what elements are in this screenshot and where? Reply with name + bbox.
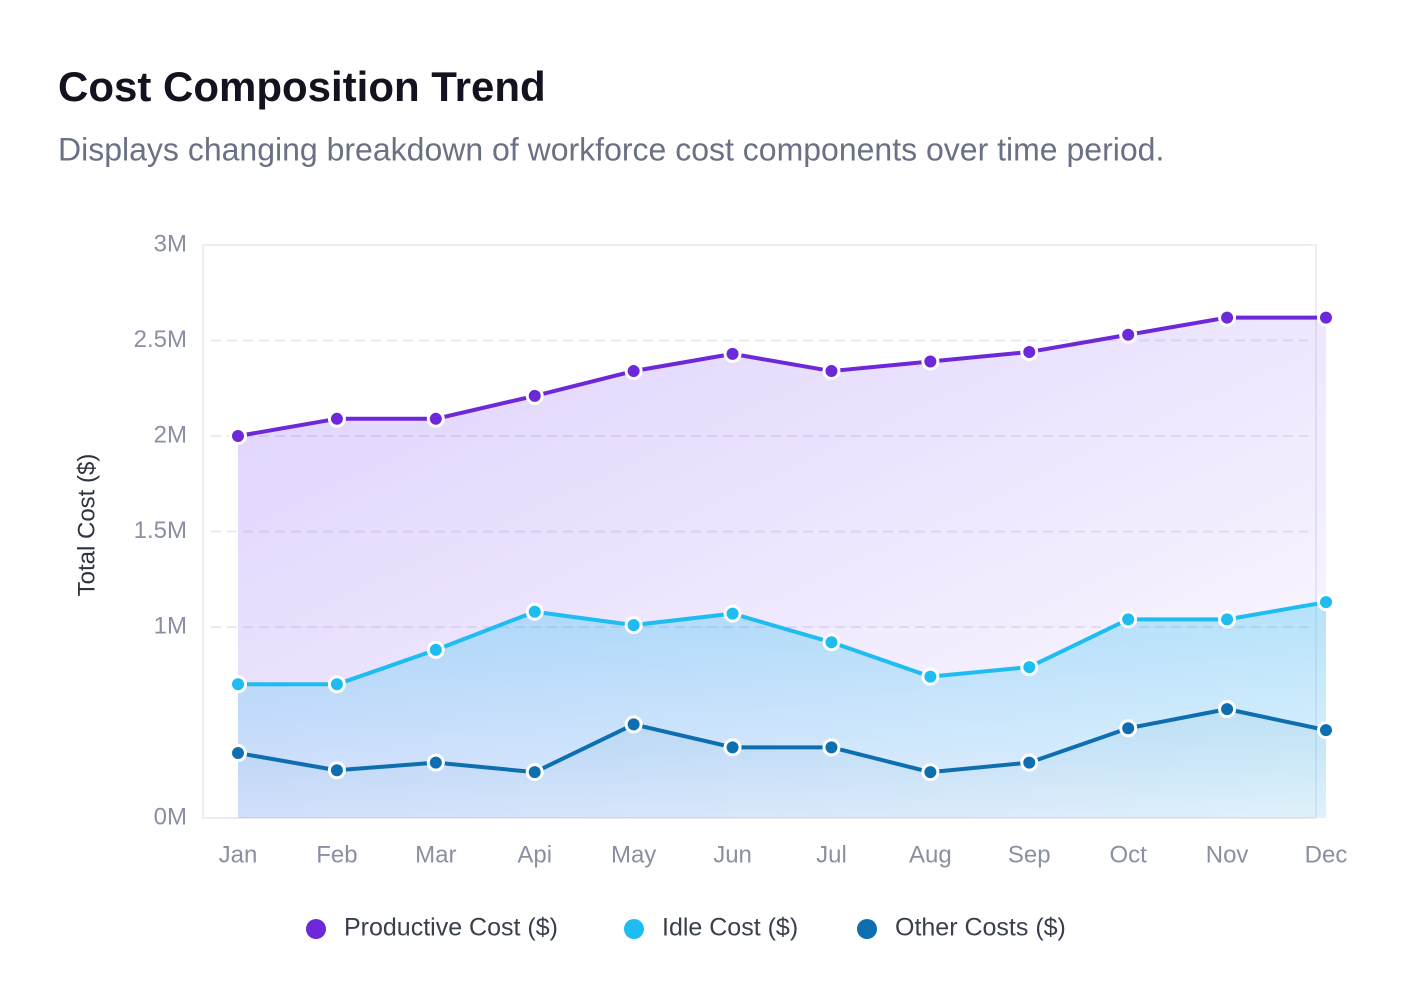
- legend-swatch: [857, 919, 877, 939]
- x-tick-label: Api: [517, 841, 552, 868]
- legend-swatch: [624, 919, 644, 939]
- legend-swatch: [306, 919, 326, 939]
- data-point: [525, 763, 544, 782]
- data-point: [822, 362, 841, 381]
- data-point: [1218, 700, 1237, 719]
- x-tick-label: Dec: [1305, 841, 1348, 868]
- data-point: [327, 409, 346, 428]
- data-point: [822, 633, 841, 652]
- data-point: [426, 753, 445, 772]
- data-point: [1119, 719, 1138, 738]
- y-tick-label: 2M: [154, 421, 187, 448]
- data-point: [229, 744, 247, 763]
- data-point: [327, 761, 346, 780]
- x-tick-label: Nov: [1206, 841, 1249, 868]
- data-point: [1020, 342, 1039, 361]
- data-point: [723, 738, 742, 757]
- data-point: [624, 616, 643, 635]
- data-point: [229, 675, 247, 694]
- data-point: [921, 667, 940, 686]
- x-tick-label: Jun: [713, 841, 752, 868]
- legend-label: Other Costs ($): [895, 914, 1066, 942]
- data-point: [1119, 610, 1138, 629]
- data-point: [525, 602, 544, 621]
- chart-subtitle: Displays changing breakdown of workforce…: [58, 131, 1164, 167]
- y-tick-label: 1M: [154, 612, 187, 639]
- data-point: [822, 738, 841, 757]
- data-point: [229, 427, 247, 445]
- data-point: [1317, 593, 1335, 612]
- x-tick-label: Oct: [1110, 841, 1148, 868]
- data-point: [1218, 308, 1237, 327]
- x-tick-label: Sep: [1008, 841, 1051, 868]
- data-point: [327, 675, 346, 694]
- chart-title: Cost Composition Trend: [58, 63, 546, 110]
- data-point: [525, 386, 544, 405]
- y-tick-label: 0M: [154, 803, 187, 830]
- y-tick-label: 3M: [154, 230, 187, 257]
- x-tick-label: Mar: [415, 841, 456, 868]
- data-point: [1020, 658, 1039, 677]
- x-tick-label: Jan: [219, 841, 258, 868]
- x-tick-label: Aug: [909, 841, 952, 868]
- data-point: [921, 352, 940, 371]
- legend-label: Productive Cost ($): [344, 914, 558, 942]
- data-point: [1317, 308, 1335, 327]
- data-point: [1218, 610, 1237, 629]
- x-tick-label: May: [611, 841, 656, 868]
- data-point: [723, 344, 742, 363]
- data-point: [723, 604, 742, 623]
- y-tick-label: 2.5M: [134, 326, 187, 353]
- data-point: [1119, 325, 1138, 344]
- data-point: [624, 715, 643, 734]
- series-area: [238, 709, 1326, 818]
- data-point: [921, 763, 940, 782]
- y-tick-label: 1.5M: [134, 517, 187, 544]
- y-axis-title: Total Cost ($): [73, 454, 100, 597]
- data-point: [1020, 753, 1039, 772]
- data-point: [624, 362, 643, 381]
- data-point: [426, 409, 445, 428]
- data-point: [1317, 721, 1335, 740]
- series-line: [237, 315, 1326, 438]
- x-tick-label: Feb: [316, 841, 357, 868]
- series-line: [238, 600, 1327, 687]
- legend-label: Idle Cost ($): [662, 914, 798, 942]
- data-point: [426, 640, 445, 659]
- series-line: [237, 707, 1327, 775]
- x-tick-label: Jul: [816, 841, 847, 868]
